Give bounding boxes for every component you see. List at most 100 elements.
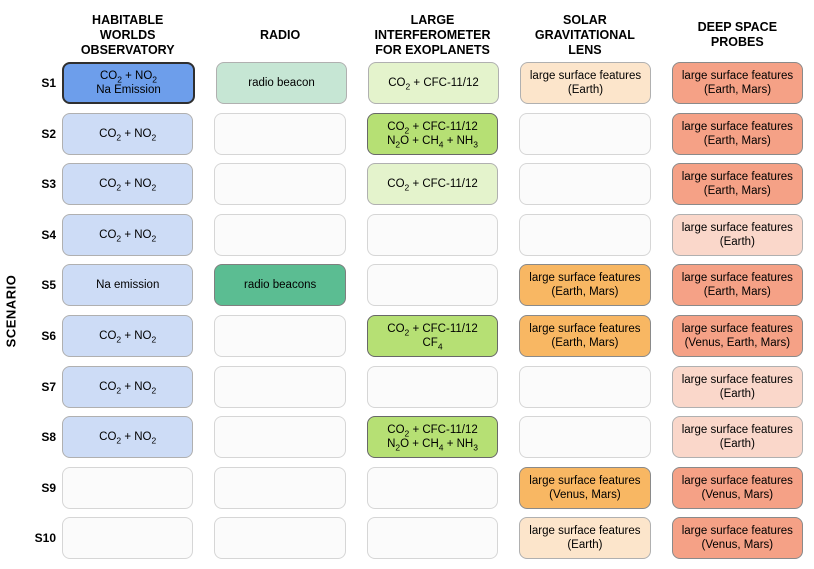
cell-line: CO2 + NO2: [99, 380, 157, 395]
cell-s5-radio: radio beacons: [214, 264, 346, 307]
cell-s1-hwo: CO2 + NO2 Na Emission: [62, 62, 195, 104]
cell-line: (Earth, Mars): [703, 84, 772, 96]
column-header-line: OBSERVATORY: [80, 42, 175, 57]
cell-s4-dsp: large surface features (Earth): [671, 213, 804, 256]
matrix-grid: HABITABLE WORLDS OBSERVATORY RADIO LARGE INTE…: [30, 0, 814, 568]
row-label: S4: [41, 227, 56, 242]
column-header-line: RADIO: [259, 27, 301, 42]
table-row-s9: S9 large surface features (Venus, Mars) la…: [30, 466, 814, 509]
cell-s4-radio: [214, 213, 346, 256]
cell-line: CO2 + CFC-11/12: [387, 120, 478, 135]
table-row-s5: S5 Na emission radio beacons large surface…: [30, 264, 814, 307]
cell-s7-dsp: large surface features (Earth): [671, 365, 804, 408]
cell-s5-dsp: large surface features (Earth, Mars): [671, 264, 804, 307]
cell-line: radio beacon: [248, 77, 315, 89]
cell-s9-hwo: [62, 466, 194, 509]
cell-s9-sgl: large surface features (Venus, Mars): [519, 466, 651, 509]
row-label: S8: [41, 430, 56, 445]
column-header-line: HABITABLE: [92, 12, 164, 27]
cell-line: large surface features: [681, 424, 793, 437]
column-header-line: LENS: [568, 42, 602, 57]
cell-line: CO2 + CFC-11/12: [387, 322, 478, 338]
cell-s8-radio: [214, 416, 346, 459]
cell-line: CO2 + NO2: [99, 178, 157, 193]
cell-s3-sgl: [519, 163, 651, 206]
cell-line: (Venus, Earth, Mars): [684, 336, 791, 349]
cell-line: CO2 + NO2: [99, 228, 157, 244]
row-label: S5: [41, 278, 56, 293]
cell-line: (Earth, Mars): [551, 286, 619, 299]
cell-line: large surface features: [529, 322, 641, 335]
cell-s10-life: [366, 517, 499, 560]
cell-line: (Earth, Mars): [551, 336, 619, 349]
cell-line: (Venus, Mars): [549, 488, 621, 501]
row-label: S2: [41, 126, 56, 141]
cell-s8-sgl: [519, 416, 651, 459]
cell-line: CO2 + NO2: [99, 431, 157, 446]
cell-line: N2O + CH4 + NH3: [387, 134, 478, 149]
cell-s6-radio: [214, 314, 346, 357]
cell-s1-sgl: large surface features (Earth): [520, 62, 651, 104]
cell-line: large surface features: [681, 525, 793, 538]
matrix-body: S1 CO2 + NO2 Na Emission radio beacon CO2 +…: [30, 62, 814, 560]
cell-s1-life: CO2 + CFC-11/12: [368, 62, 499, 104]
row-label: S9: [41, 480, 56, 495]
cell-s3-dsp: large surface features (Earth, Mars): [671, 163, 804, 206]
cell-s3-life: CO2 + CFC-11/12: [366, 163, 499, 206]
row-cells: CO2 + NO2 Na Emission radio beacon CO2 + CF…: [56, 62, 814, 104]
table-row-s1: S1 CO2 + NO2 Na Emission radio beacon CO2 +…: [30, 62, 814, 104]
row-label: S10: [34, 531, 56, 546]
cell-line: CO2 + NO2: [99, 70, 158, 85]
cell-s2-dsp: large surface features (Earth, Mars): [671, 112, 804, 155]
cell-line: CO2 + CFC-11/12: [387, 424, 478, 439]
cell-s2-sgl: [519, 112, 651, 155]
cell-s6-dsp: large surface features (Venus, Earth, Mar…: [671, 314, 804, 357]
header-cells: HABITABLE WORLDS OBSERVATORY RADIO LARGE INTE…: [56, 8, 814, 62]
cell-line: Na Emission: [96, 84, 161, 96]
cell-line: large surface features: [681, 221, 793, 234]
cell-line: large surface features: [529, 474, 641, 487]
cell-s10-hwo: [62, 517, 194, 560]
cell-line: large surface features: [681, 322, 793, 335]
row-label: S3: [41, 177, 56, 192]
cell-line: large surface features: [529, 70, 642, 82]
column-header-line: LARGE: [410, 12, 455, 27]
cell-s6-life: CO2 + CFC-11/12 CF4: [366, 314, 499, 357]
cell-line: (Earth): [567, 84, 604, 96]
cell-line: CF4: [422, 336, 443, 352]
table-row-s2: S2 CO2 + NO2 CO2 + CFC-11/12 N2O + CH4 + N…: [30, 112, 814, 155]
column-header-dsp: DEEP SPACE PROBES: [672, 8, 803, 62]
cell-line: CO2 + NO2: [99, 329, 157, 345]
cell-line: large surface features: [529, 272, 641, 285]
cell-s3-radio: [214, 163, 346, 206]
row-label: S7: [41, 379, 56, 394]
table-row-s4: S4 CO2 + NO2 large surface features (Earth…: [30, 213, 814, 256]
cell-s3-hwo: CO2 + NO2: [62, 163, 194, 206]
cell-s2-life: CO2 + CFC-11/12 N2O + CH4 + NH3: [366, 112, 499, 155]
column-header-life: LARGE INTERFEROMETER FOR EXOPLANETS: [367, 8, 498, 62]
cell-line: CO2 + CFC-11/12: [387, 178, 478, 193]
row-label: S6: [41, 328, 56, 343]
row-cells: CO2 + NO2 CO2 + CFC-11/12 large surface fe…: [56, 163, 814, 206]
table-row-s3: S3 CO2 + NO2 CO2 + CFC-11/12 large surface…: [30, 163, 814, 206]
row-cells: Na emission radio beacons large surface fe…: [56, 264, 814, 307]
cell-s5-life: [366, 264, 499, 307]
cell-line: (Earth, Mars): [703, 286, 771, 299]
cell-line: Na emission: [96, 279, 160, 292]
cell-s1-dsp: large surface features (Earth, Mars): [672, 62, 803, 104]
cell-line: N2O + CH4 + NH3: [387, 438, 478, 453]
cell-s8-hwo: CO2 + NO2: [62, 416, 194, 459]
cell-line: (Earth): [719, 235, 755, 248]
row-cells: CO2 + NO2 large surface features (Earth): [56, 365, 814, 408]
cell-s6-hwo: CO2 + NO2: [62, 314, 194, 357]
cell-line: (Venus, Mars): [701, 488, 774, 501]
cell-s2-radio: [214, 112, 346, 155]
column-header-line: FOR EXOPLANETS: [375, 42, 490, 57]
cell-line: CO2 + NO2: [99, 127, 157, 142]
row-cells: large surface features (Venus, Mars) large…: [56, 466, 814, 509]
cell-s7-radio: [214, 365, 346, 408]
cell-line: large surface features: [681, 474, 793, 487]
cell-s4-life: [366, 213, 499, 256]
column-header-line: GRAVITATIONAL: [534, 27, 635, 42]
